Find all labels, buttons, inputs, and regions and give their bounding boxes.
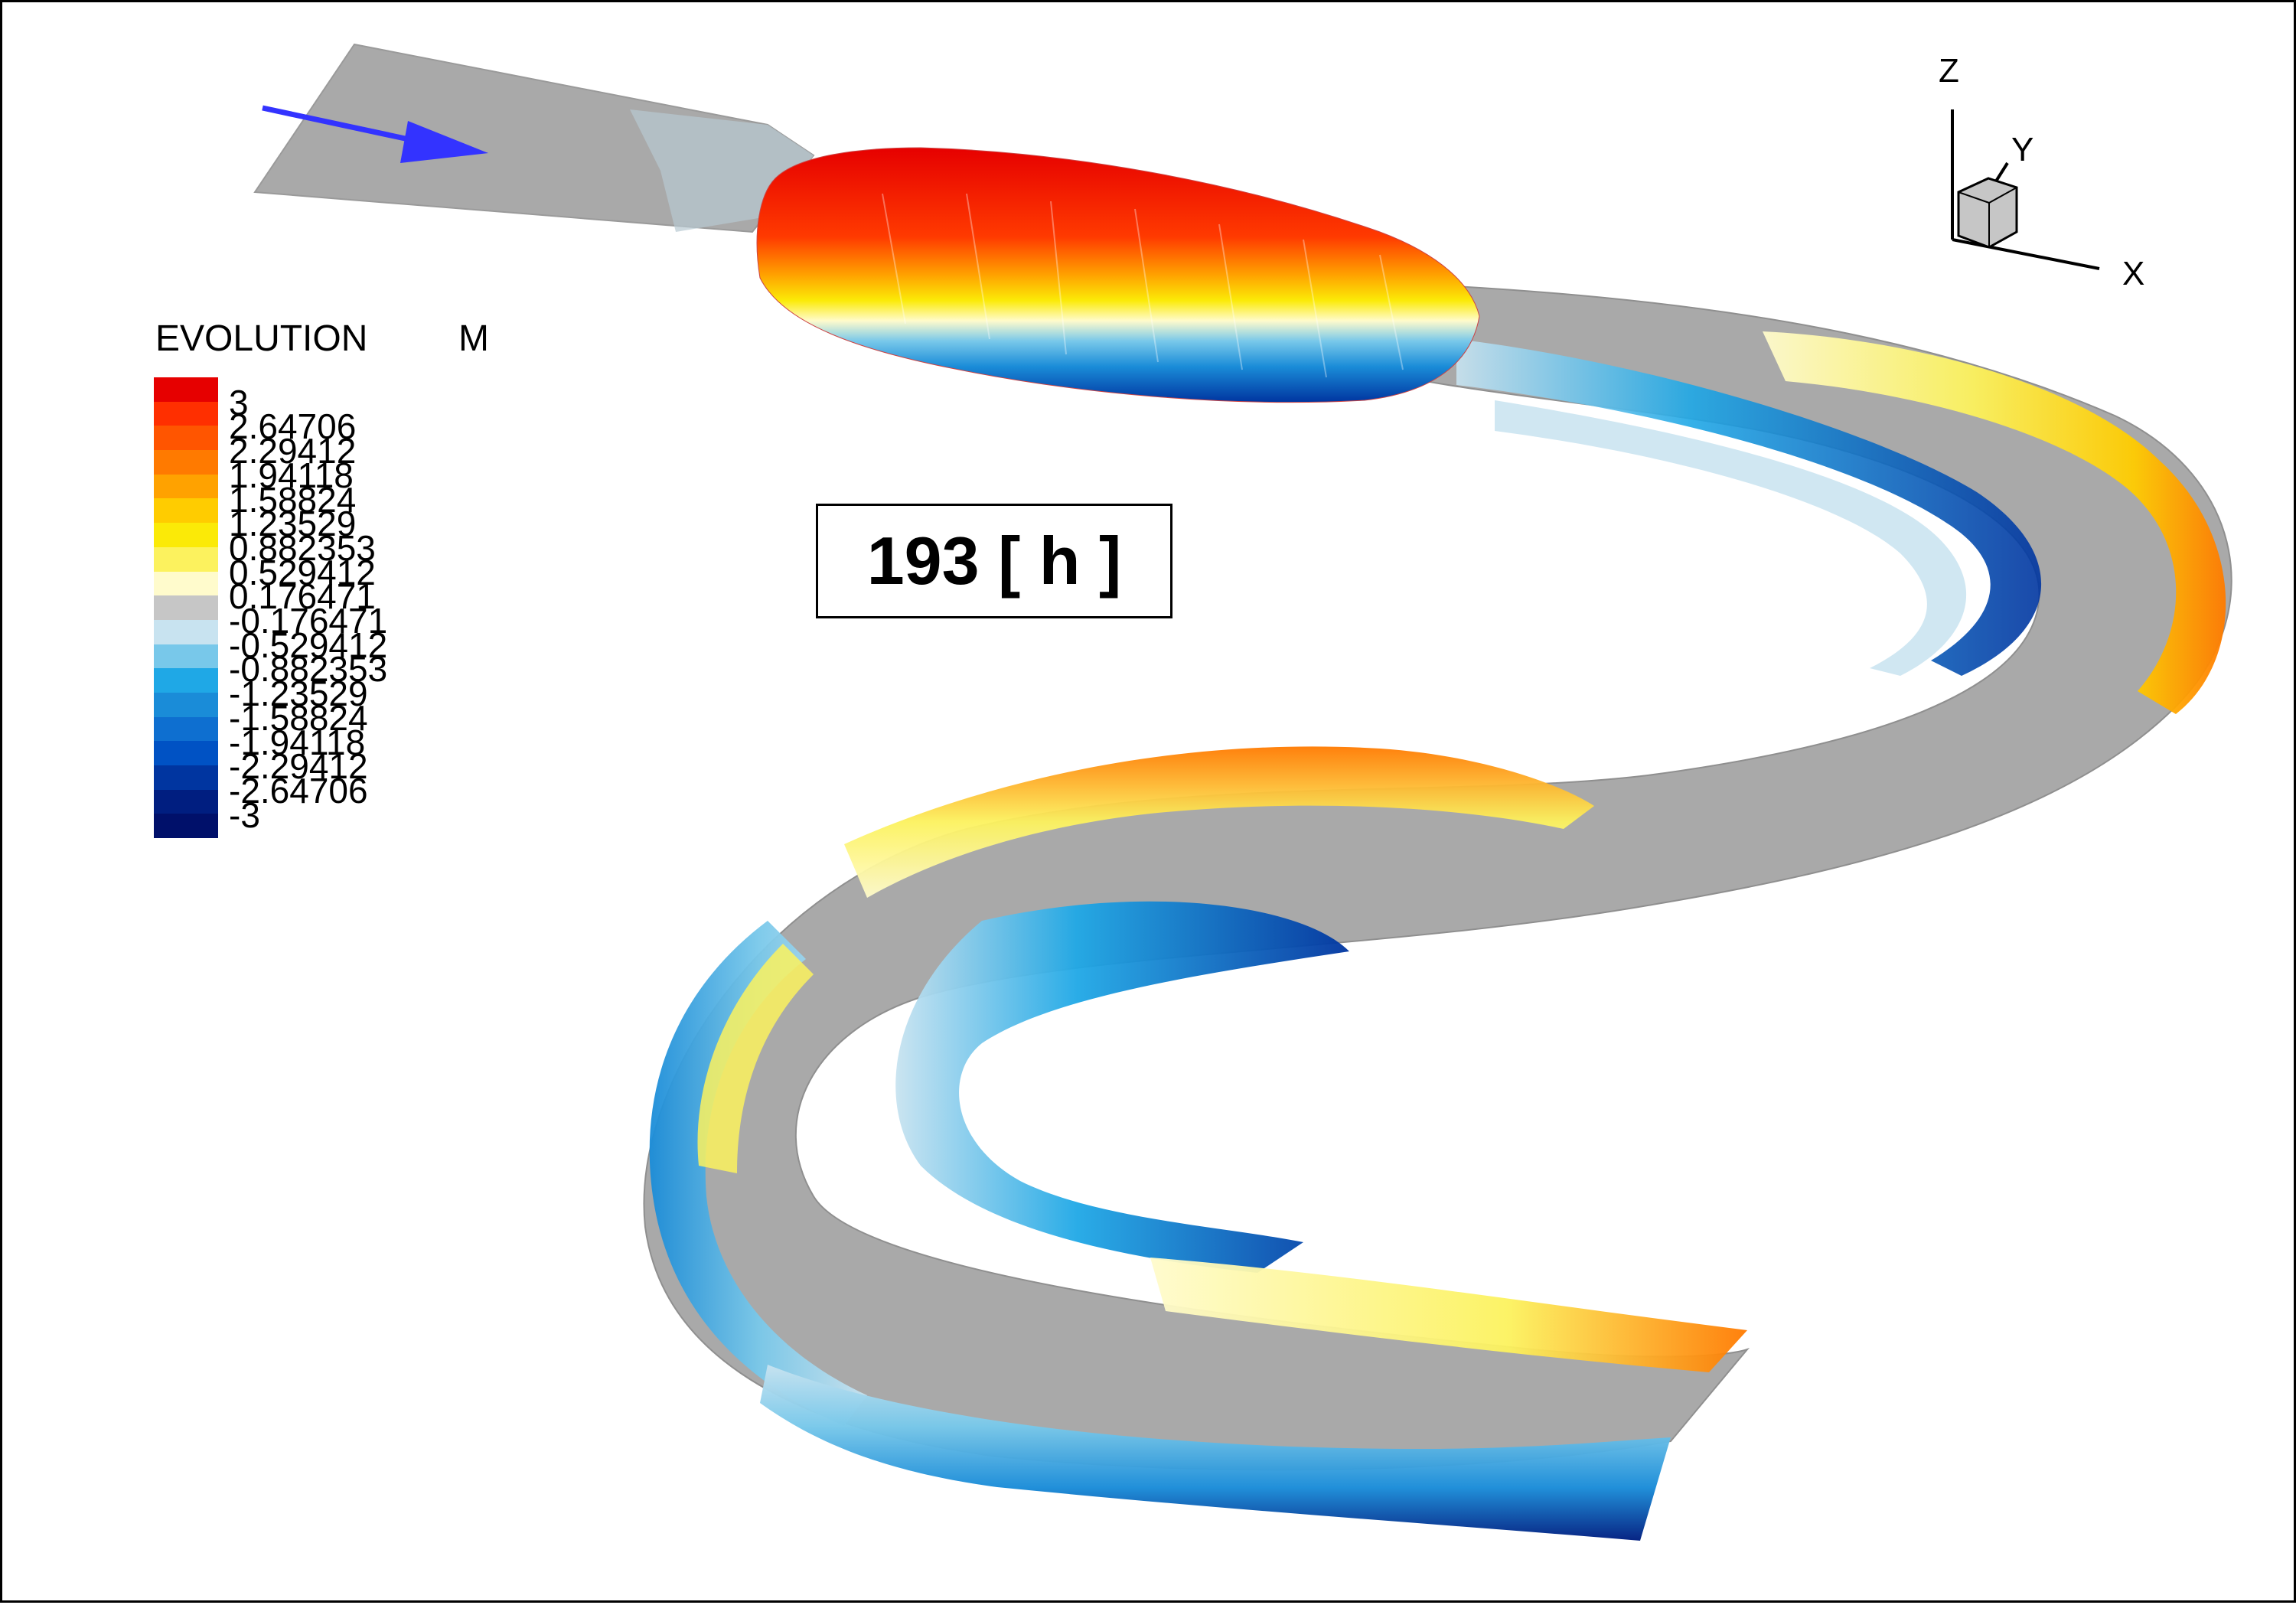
mound-facets xyxy=(882,193,1404,378)
legend-swatch xyxy=(154,644,218,669)
deposition-mound xyxy=(756,147,1480,403)
legend-swatch xyxy=(154,474,218,499)
legend-swatch xyxy=(154,571,218,596)
outer-bank-right-deposit xyxy=(1763,331,2226,714)
legend-swatch xyxy=(154,426,218,451)
legend-swatch xyxy=(154,401,218,426)
legend-level-label: -0.882353 xyxy=(229,649,388,690)
legend-unit: M xyxy=(458,318,489,359)
legend-level-label: -1.58824 xyxy=(229,697,368,738)
middle-bank-deposit xyxy=(844,746,1594,898)
legend-swatch xyxy=(154,498,218,524)
legend-swatch xyxy=(154,668,218,693)
legend-level-label: 3 xyxy=(229,382,249,422)
legend-level-label: 0.176471 xyxy=(229,576,376,617)
lower-bend-inner-scour xyxy=(895,901,1349,1273)
legend-level-label: 2.64706 xyxy=(229,406,357,447)
legend-level-label: 1.23529 xyxy=(229,504,357,544)
legend-level-label: -0.529412 xyxy=(229,625,388,665)
legend-title: EVOLUTION xyxy=(155,318,368,359)
legend-level-label: 2.29412 xyxy=(229,431,357,471)
legend-level-label: -1.23529 xyxy=(229,674,368,714)
flow-direction-arrow-icon xyxy=(262,105,488,163)
legend-swatch xyxy=(154,716,218,742)
legend-swatch xyxy=(154,546,218,572)
color-legend: EVOLUTION M 3 2.64706 2.29412 1.94118 1.5882… xyxy=(154,318,536,1251)
legend-level-label: 0.529412 xyxy=(229,552,376,592)
legend-swatch xyxy=(154,377,218,402)
left-outer-bank xyxy=(649,921,867,1426)
legend-swatch xyxy=(154,450,218,475)
legend-level-label: -1.94118 xyxy=(229,722,366,762)
legend-level-label: 1.94118 xyxy=(229,455,354,495)
legend-swatch xyxy=(154,789,218,814)
axis-triad-icon xyxy=(1951,109,2100,270)
legend-level-label: -3 xyxy=(229,794,260,835)
axis-label-y: Y xyxy=(2011,131,2034,168)
legend-color-scale xyxy=(154,377,218,839)
upper-meander-bed xyxy=(643,284,2232,1471)
legend-swatch xyxy=(154,595,218,620)
time-label: 193 [ h ] xyxy=(866,523,1122,599)
legend-level-label: 0.882353 xyxy=(229,527,376,568)
legend-level-label: -2.29412 xyxy=(229,746,368,787)
time-annotation-box: 193 [ h ] xyxy=(816,504,1172,618)
outlet-upper-bank-deposit xyxy=(1150,1258,1747,1372)
upper-bend-pale-band xyxy=(1495,400,1967,676)
axis-label-z: Z xyxy=(1939,52,1959,90)
legend-swatch xyxy=(154,619,218,644)
axis-label-x: X xyxy=(2122,255,2145,292)
legend-swatch xyxy=(154,814,218,839)
legend-swatch xyxy=(154,741,218,765)
legend-swatch xyxy=(154,765,218,790)
legend-level-label: 1.58824 xyxy=(229,479,357,520)
left-bank-yellow-strip xyxy=(697,944,814,1173)
legend-swatch xyxy=(154,692,218,717)
inner-bank-upper-erosion xyxy=(1456,339,2042,676)
legend-level-label: -2.64706 xyxy=(229,770,368,811)
legend-swatch xyxy=(154,523,218,547)
legend-level-label: -0.176471 xyxy=(229,601,388,641)
outlet-outer-bank xyxy=(760,1365,1671,1541)
